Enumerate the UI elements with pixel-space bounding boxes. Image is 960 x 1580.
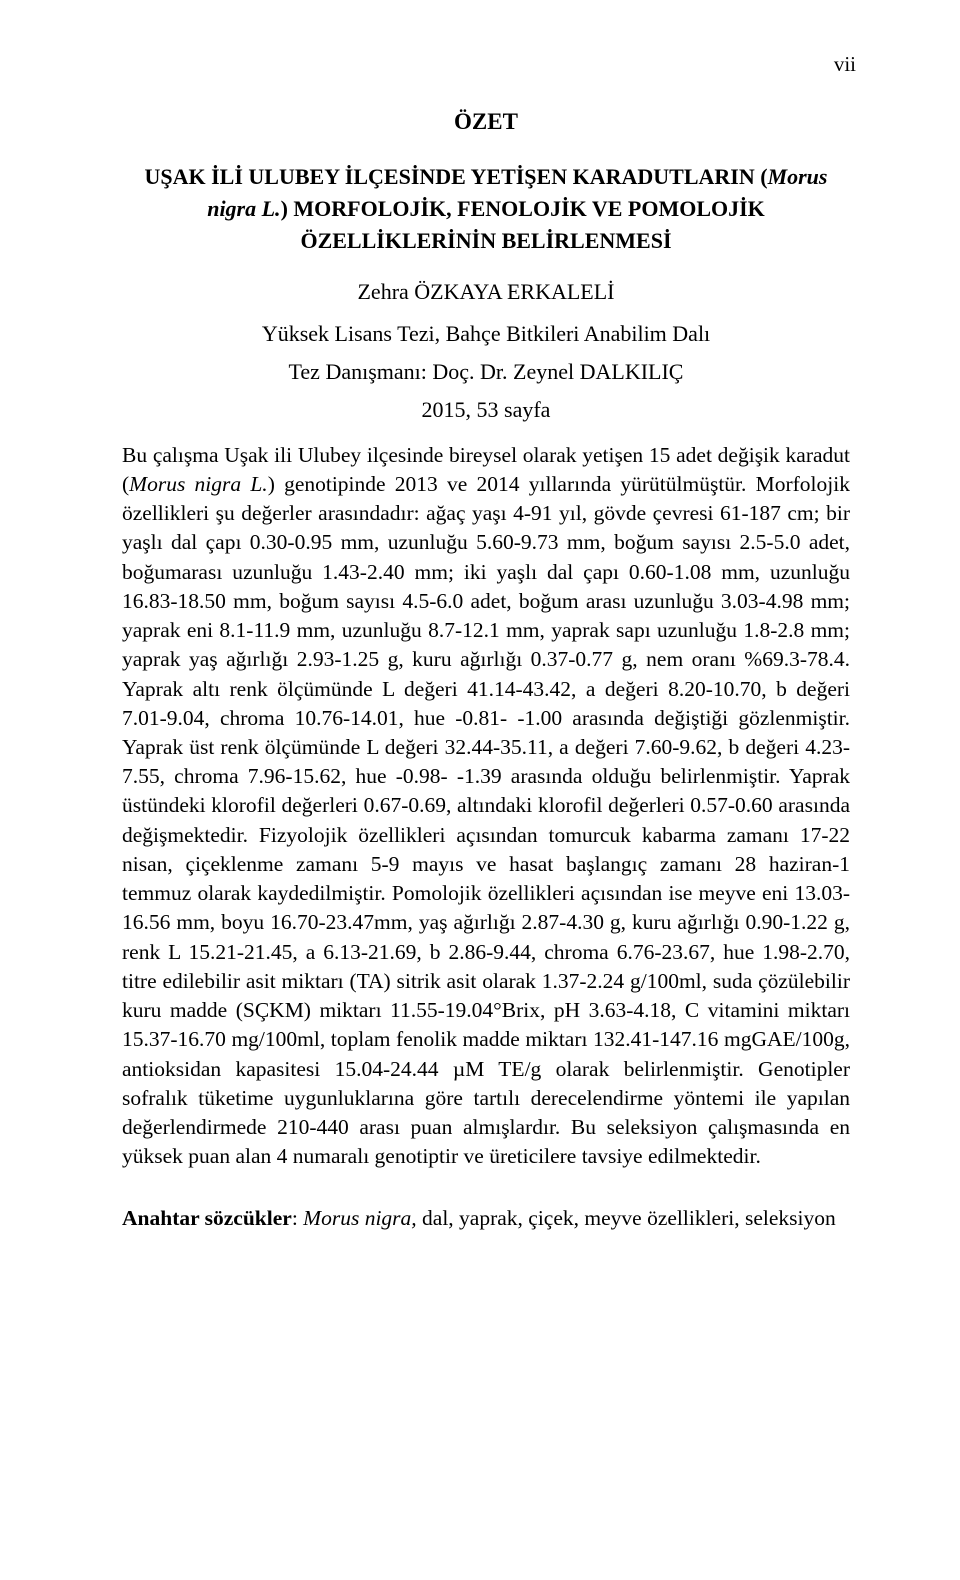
keywords-label: Anahtar sözcükler: [122, 1206, 292, 1230]
keywords-colon: :: [292, 1206, 303, 1230]
year-and-pages: 2015, 53 sayfa: [122, 397, 850, 423]
abstract-heading: ÖZET: [122, 109, 850, 135]
advisor-line: Tez Danışmanı: Doç. Dr. Zeynel DALKILIÇ: [122, 359, 850, 385]
document-page: vii ÖZET UŞAK İLİ ULUBEY İLÇESİNDE YETİŞ…: [0, 0, 960, 1291]
page-number: vii: [122, 52, 856, 77]
thesis-info: Yüksek Lisans Tezi, Bahçe Bitkileri Anab…: [122, 321, 850, 347]
thesis-title: UŞAK İLİ ULUBEY İLÇESİNDE YETİŞEN KARADU…: [122, 161, 850, 257]
keywords-rest: dal, yaprak, çiçek, meyve özellikleri, s…: [417, 1206, 836, 1230]
keywords-line: Anahtar sözcükler: Morus nigra, dal, yap…: [122, 1206, 850, 1231]
title-text-post: ) MORFOLOJİK, FENOLOJİK VE POMOLOJİK ÖZE…: [281, 196, 765, 253]
title-text-pre: UŞAK İLİ ULUBEY İLÇESİNDE YETİŞEN KARADU…: [145, 164, 768, 189]
abstract-body: Bu çalışma Uşak ili Ulubey ilçesinde bir…: [122, 441, 850, 1172]
body-species: Morus nigra L.: [129, 472, 268, 496]
body-post: ) genotipinde 2013 ve 2014 yıllarında yü…: [122, 472, 850, 1168]
keywords-species: Morus nigra,: [303, 1206, 416, 1230]
author-name: Zehra ÖZKAYA ERKALELİ: [122, 279, 850, 305]
